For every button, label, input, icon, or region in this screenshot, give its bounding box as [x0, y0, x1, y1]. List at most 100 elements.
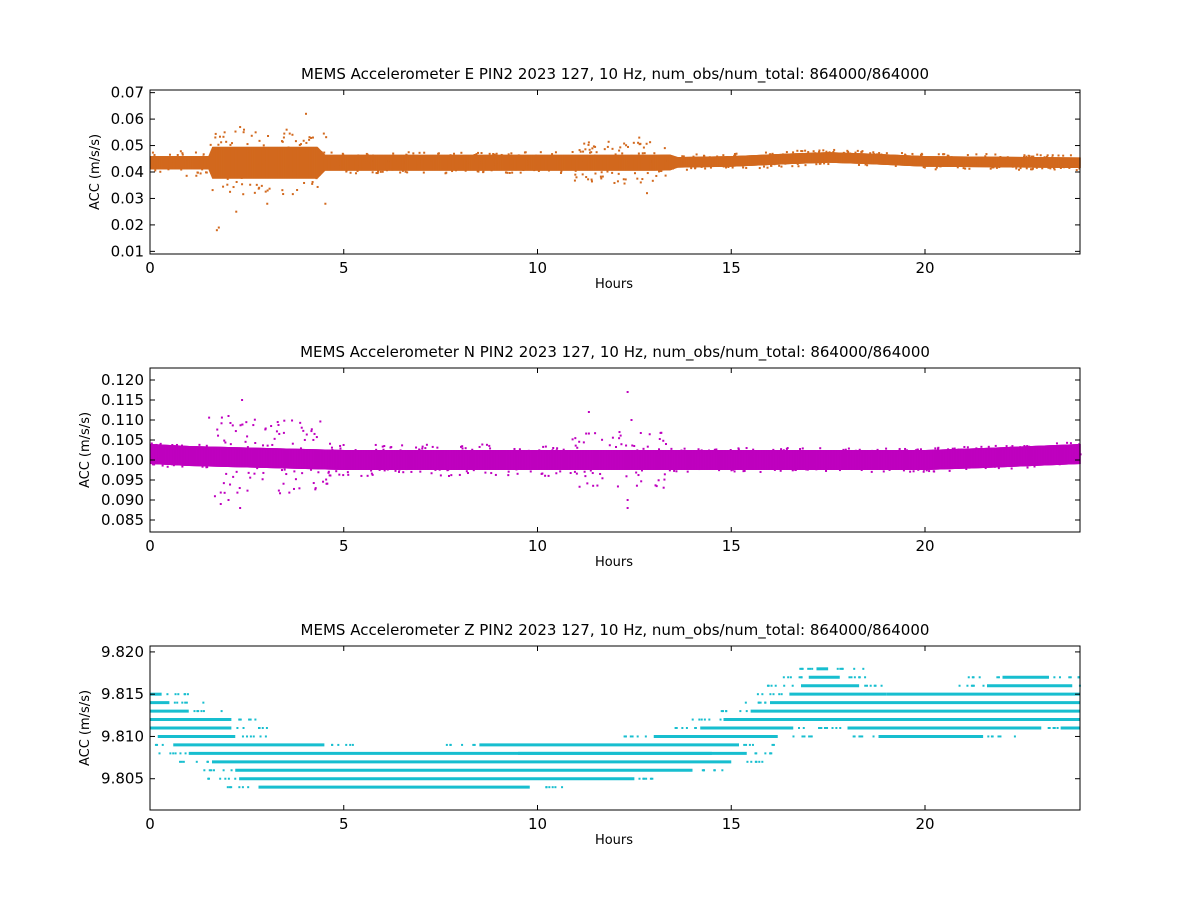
x-tick-label: 15 [722, 259, 741, 277]
data-point [574, 437, 577, 440]
data-point [620, 443, 623, 446]
data-point [492, 153, 495, 156]
data-point [313, 432, 316, 435]
data-point [506, 171, 509, 174]
data-point [273, 437, 276, 440]
data-point [555, 472, 558, 475]
data-point [594, 172, 597, 175]
data-point [261, 444, 264, 447]
data-point [554, 151, 557, 154]
data-point [425, 443, 428, 446]
y-tick-label: 0.01 [111, 242, 144, 260]
data-point [942, 153, 945, 156]
data-point [569, 472, 572, 475]
data-point [458, 473, 461, 476]
data-point [796, 149, 799, 152]
x-tick-label: 5 [339, 259, 349, 277]
data-point [539, 151, 542, 154]
data-point [346, 471, 349, 474]
data-point [453, 152, 456, 155]
data-point [600, 177, 603, 180]
data-point [733, 153, 736, 156]
data-point [437, 152, 440, 155]
data-point [603, 148, 606, 151]
data-point [172, 464, 175, 467]
data-point [599, 175, 602, 178]
data-point [305, 141, 308, 144]
data-point [246, 489, 249, 492]
data-point [663, 147, 666, 150]
data-point [581, 173, 584, 176]
data-point [392, 152, 395, 155]
data-point [578, 440, 581, 443]
data-point [582, 441, 585, 444]
data-point [242, 131, 245, 134]
data-point [591, 147, 594, 150]
data-point [253, 191, 256, 194]
data-point [281, 189, 284, 192]
data-point [637, 141, 640, 144]
data-point [493, 153, 496, 156]
data-point [310, 430, 313, 433]
data-point [507, 470, 510, 473]
data-point [342, 153, 345, 156]
data-point [1035, 166, 1038, 169]
data-point [229, 143, 232, 146]
data-point [537, 169, 540, 172]
data-point [342, 474, 345, 477]
data-point [418, 151, 421, 154]
data-point [439, 474, 442, 477]
data-point [529, 470, 532, 473]
data-point [451, 170, 454, 173]
data-point [904, 154, 907, 157]
data-point [261, 478, 264, 481]
data-point [299, 421, 302, 424]
data-point [599, 472, 602, 475]
data-point [225, 472, 228, 475]
data-point [180, 168, 183, 171]
data-point [421, 445, 424, 448]
data-point [1031, 167, 1034, 170]
data-point [310, 428, 313, 431]
data-point [199, 172, 202, 175]
data-point [249, 183, 252, 186]
data-point [861, 150, 864, 153]
data-point [641, 152, 644, 155]
data-point [327, 471, 330, 474]
data-point [285, 473, 288, 476]
data-point [827, 163, 830, 166]
data-point [590, 180, 593, 183]
data-point [1047, 166, 1050, 169]
data-point [586, 482, 589, 485]
data-point [150, 442, 153, 445]
data-point [282, 482, 285, 485]
data-point [450, 474, 453, 477]
data-point [637, 152, 640, 155]
data-point [218, 135, 221, 138]
data-point [542, 445, 545, 448]
data-point [223, 131, 226, 134]
data-point [833, 148, 836, 151]
data-point [956, 166, 959, 169]
data-point [585, 432, 588, 435]
data-point [374, 443, 377, 446]
data-point [860, 151, 863, 154]
data-point [494, 473, 497, 476]
data-point [327, 470, 330, 473]
data-point [1049, 167, 1052, 170]
data-point [574, 169, 577, 172]
data-point [511, 171, 514, 174]
data-point [797, 165, 800, 168]
data-point [281, 140, 284, 143]
data-point [223, 439, 226, 442]
data-point [1019, 167, 1022, 170]
data-point [241, 423, 244, 426]
data-point [401, 169, 404, 172]
data-point [544, 474, 547, 477]
data-point [360, 474, 363, 477]
panel-n: MEMS Accelerometer N PIN2 2023 127, 10 H… [78, 343, 1082, 570]
data-point [587, 141, 590, 144]
data-point [464, 169, 467, 172]
data-point [253, 418, 256, 421]
data-point [583, 142, 586, 145]
